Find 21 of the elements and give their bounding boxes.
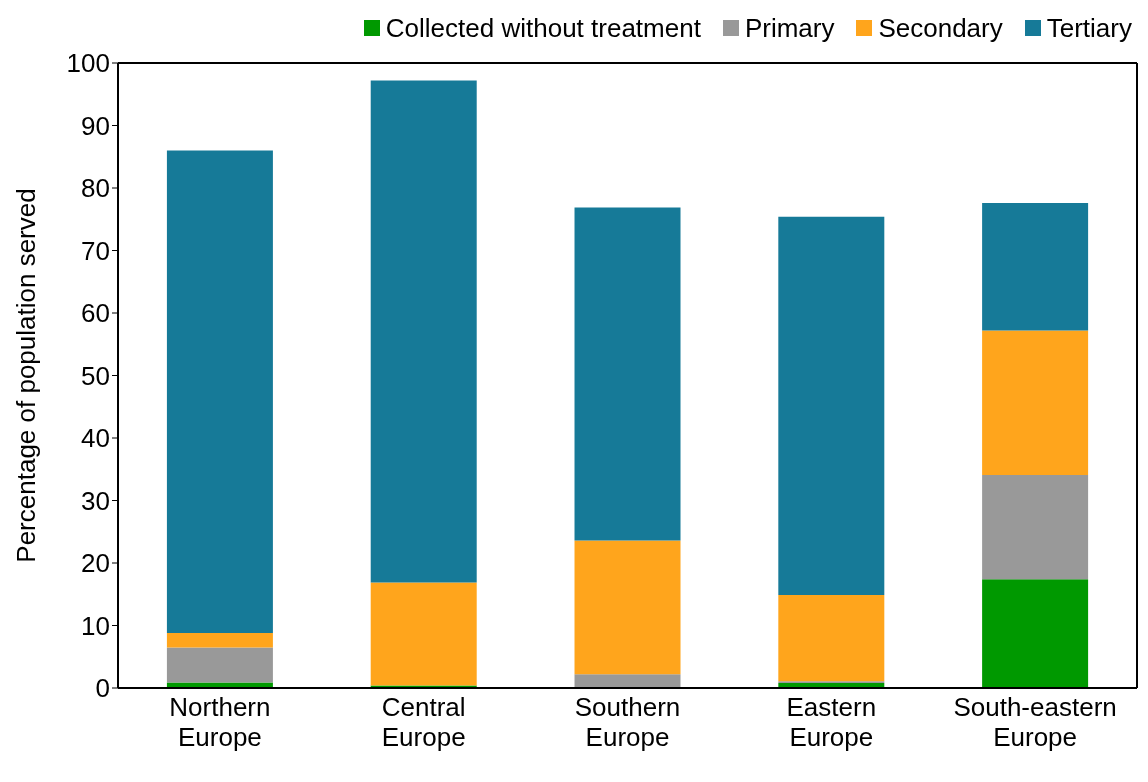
legend-label: Tertiary: [1046, 12, 1132, 44]
y-tick-label: 80: [81, 173, 110, 204]
x-tick-label: Eastern Europe: [786, 692, 877, 752]
y-tick-label: 10: [81, 610, 110, 641]
y-axis-title: Percentage of population served: [11, 188, 42, 563]
legend-label: Secondary: [878, 12, 1003, 44]
y-tick-label: 70: [81, 235, 110, 266]
x-tick-label: Central Europe: [381, 692, 466, 752]
y-tick-label: 100: [66, 48, 110, 79]
y-tick-label: 0: [95, 673, 110, 704]
y-tick-label: 30: [81, 485, 110, 516]
legend-label: Collected without treatment: [385, 12, 701, 44]
y-tick-label: 40: [81, 423, 110, 454]
x-tick-label: South-eastern Europe: [953, 692, 1117, 752]
x-tick-label: Southern Europe: [574, 692, 681, 752]
y-tick-label: 20: [81, 548, 110, 579]
y-tick-label: 90: [81, 110, 110, 141]
legend-label: Primary: [744, 12, 835, 44]
y-tick-label: 50: [81, 360, 110, 391]
x-tick-label: Northern Europe: [169, 692, 271, 752]
y-tick-label: 60: [81, 298, 110, 329]
